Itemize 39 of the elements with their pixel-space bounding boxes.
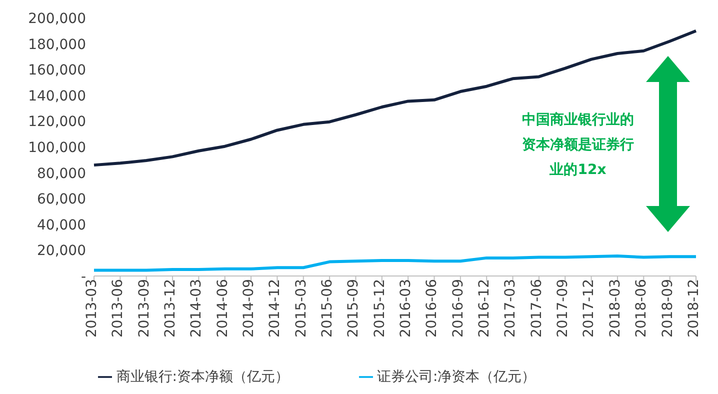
y-tick-label: 120,000 xyxy=(28,114,86,130)
x-tick-label: 2016-03 xyxy=(398,279,414,338)
x-tick-label: 2016-06 xyxy=(424,278,440,338)
legend-label: 商业银行:资本净额（亿元） xyxy=(116,369,289,385)
y-tick-label: - xyxy=(80,268,86,285)
x-tick-label: 2013-09 xyxy=(136,279,152,338)
x-tick-label: 2018-03 xyxy=(607,279,624,338)
x-tick-label: 2018-06 xyxy=(634,278,650,338)
x-tick-label: 2017-09 xyxy=(555,279,572,338)
y-tick-label: 20,000 xyxy=(37,243,86,260)
annotation: 中国商业银行业的资本净额是证券行业的12x xyxy=(522,110,634,180)
x-tick-label: 2016-12 xyxy=(476,279,493,338)
y-tick-label: 40,000 xyxy=(37,217,86,234)
y-tick-label: 160,000 xyxy=(28,62,86,79)
x-tick-label: 2017-03 xyxy=(502,279,519,338)
x-tick-label: 2018-09 xyxy=(660,279,676,338)
x-tick-label: 2017-06 xyxy=(528,278,545,338)
x-tick-label: 2013-12 xyxy=(162,279,178,338)
line-series xyxy=(92,254,698,272)
x-tick-label: 2014-12 xyxy=(267,279,284,338)
y-tick-label: 60,000 xyxy=(37,192,86,208)
legend-label: 证券公司:净资本（亿元） xyxy=(377,369,536,385)
x-tick-label: 2015-12 xyxy=(372,279,388,338)
x-tick-label: 2015-09 xyxy=(346,279,362,338)
x-tick-label: 2014-09 xyxy=(240,279,257,338)
x-tick-label: 2015-06 xyxy=(320,278,336,338)
y-tick-label: 80,000 xyxy=(37,166,86,182)
y-tick-label: 200,000 xyxy=(28,10,86,27)
x-tick-label: 2013-03 xyxy=(84,279,100,338)
x-tick-label: 2015-03 xyxy=(293,279,310,338)
y-tick-label: 100,000 xyxy=(28,140,86,156)
x-tick-label: 2014-06 xyxy=(214,278,231,338)
x-tick-label: 2018-12 xyxy=(686,279,702,338)
y-tick-label: 140,000 xyxy=(28,88,86,104)
x-tick-label: 2013-06 xyxy=(110,278,126,338)
x-tick-label: 2014-03 xyxy=(188,279,205,338)
x-tick-label: 2016-09 xyxy=(450,279,466,338)
y-tick-label: 180,000 xyxy=(28,36,86,53)
x-tick-label: 2017-12 xyxy=(581,279,598,338)
